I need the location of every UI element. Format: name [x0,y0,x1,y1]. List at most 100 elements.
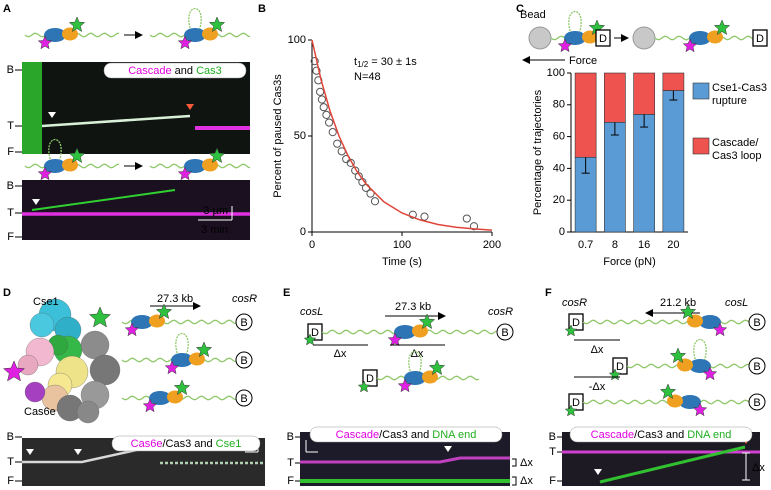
bar-segment [574,72,597,158]
y-tick-label: 0 [559,226,565,238]
label: B [753,397,760,409]
star [208,147,226,164]
offset-label: Δx [520,475,533,487]
fit-line [311,39,493,231]
cas3 [667,394,683,408]
panel-label: F [545,287,552,299]
label: D [572,397,580,409]
dna-loop [408,350,422,375]
legend-label: Cascade/ Cas3 loop [712,137,762,162]
x-tick-label: 0 [309,239,315,251]
legend-label: Cse1-Cas3 rupture [712,82,768,107]
kymo-axis-label: B [287,431,294,443]
kymo-track [41,114,191,128]
kymograph [22,180,250,240]
kymo-title-part: and [172,65,196,77]
cascade [689,359,711,373]
data-point [328,128,337,137]
cas3 [62,27,78,41]
structure-blob [76,400,100,424]
cas3 [422,370,438,384]
bar-segment [604,72,626,123]
cas3 [202,27,218,41]
legend-entry: Cascade/ Cas3 loop [712,137,762,162]
kymo-title-box [309,426,503,443]
annotation: N=48 [354,71,381,83]
star [88,306,112,328]
data-point [325,118,334,127]
annotation: t1/2 = 30 ± 1s [354,56,417,69]
data-point [462,214,471,223]
kymo-track [22,445,151,464]
x-tick-label: 8 [612,239,618,251]
kymo-title-part: DNA end [687,429,731,441]
bead [235,389,253,407]
scale-label: 3 µm [203,205,228,217]
bead [632,26,656,50]
kymo-axis-label: T [287,457,294,469]
cas3 [149,314,165,328]
label: 21.2 kb [660,297,696,309]
kymo-title-part: Cascade [591,429,634,441]
panel-label: B [258,3,266,15]
kymo-title-box [103,62,247,79]
cas3 [707,30,723,44]
dna-loop [568,10,582,35]
kymo-axis-label: F [549,475,556,487]
annotation-part: t [354,56,357,68]
label: D [756,33,764,45]
data-point [312,66,321,75]
kymo-title-part: /Cas3 and [379,429,432,441]
star [669,347,687,364]
y-tick-label: 40 [553,162,565,174]
kymo-axis-label: T [549,446,556,458]
cascade [184,159,206,173]
star [303,333,317,346]
bead [748,393,766,411]
cascade [404,371,426,385]
cascade [184,28,206,42]
bar-segment [604,121,626,233]
label: D [572,317,580,329]
panel-label: E [283,287,290,299]
arrowhead [32,199,40,205]
kymo-axis-label: F [7,231,14,243]
legend-swatch [692,82,710,100]
y-axis-label: Percent of paused Cas3s [272,74,284,198]
dna [582,319,750,325]
y-axis-label: Percentage of trajectories [532,89,544,215]
cascade [171,353,193,367]
star [173,379,191,396]
label: B [501,327,508,339]
bead [528,26,552,50]
label: 27.3 kb [157,293,193,305]
kymo-track [599,445,746,484]
legend-swatch [692,137,710,155]
y-tick-label: 20 [553,194,565,206]
kymo-axis-label: F [7,146,14,158]
cas3 [62,158,78,172]
y-tick-label: 100 [288,34,306,46]
kymo-axis-label: F [7,475,14,487]
offset-bracket [742,452,750,481]
bead [748,313,766,331]
star [2,360,26,382]
data-point [366,189,375,198]
star [679,303,697,320]
cas3 [687,314,703,328]
kymo-title-part: /Cas3 and [634,429,687,441]
bar-segment [662,90,685,233]
dna [582,399,750,405]
label: Δx [591,344,604,356]
label: D [599,33,607,45]
star [659,383,677,400]
y-tick-label: 80 [553,99,565,111]
x-axis-label: Force (pN) [603,256,656,268]
star [682,38,698,53]
star [564,324,578,337]
arrowhead [444,446,452,452]
kymo-axis-label: B [7,64,14,76]
cascade [394,325,416,339]
label: cosR [232,293,257,305]
star [142,398,158,413]
